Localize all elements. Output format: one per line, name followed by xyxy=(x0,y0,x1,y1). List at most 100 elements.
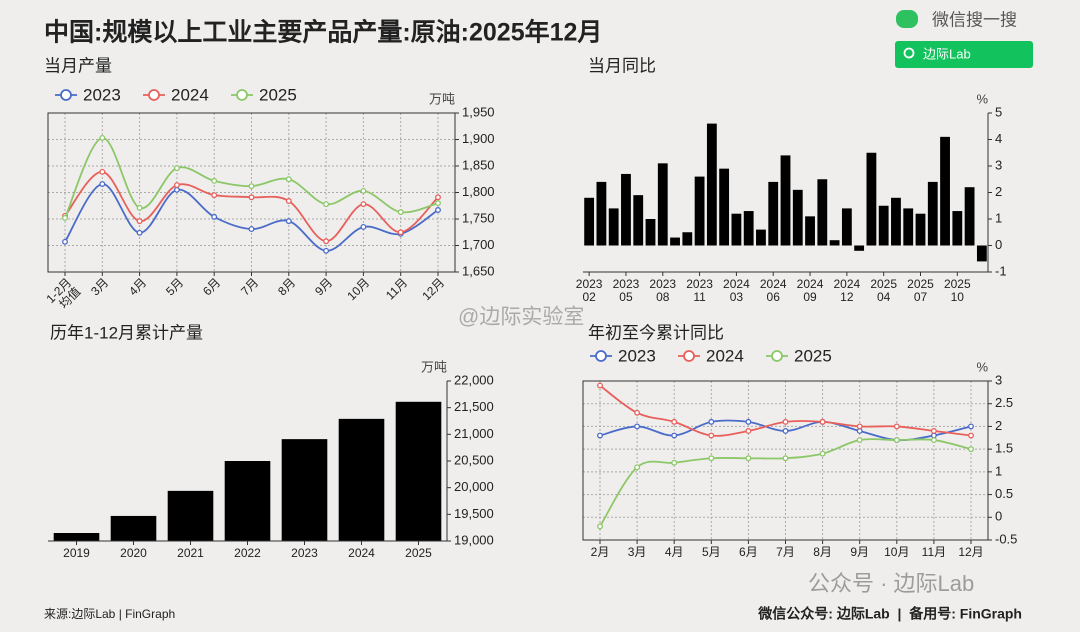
point xyxy=(136,218,143,225)
y-unit: 万吨 xyxy=(421,359,447,374)
point xyxy=(62,238,68,245)
bar xyxy=(645,219,656,246)
bar xyxy=(395,401,442,541)
y-tick-label: -1 xyxy=(995,263,1007,278)
point xyxy=(893,423,900,430)
point xyxy=(819,450,826,457)
y-tick-label: 2 xyxy=(995,418,1002,433)
point xyxy=(99,168,106,175)
point xyxy=(248,183,255,190)
page-title: 中国:规模以上工业主要产品产量:原油:2025年12月 xyxy=(44,18,602,47)
y-tick-label: 3 xyxy=(995,372,1002,387)
x-tick-label: 11月 xyxy=(921,545,947,559)
x-tick-label: 2019 xyxy=(63,546,90,560)
search-icon xyxy=(903,47,915,59)
x-tick-label: 2月 xyxy=(590,545,610,559)
x-tick-label: 2025 07 xyxy=(907,277,934,304)
line xyxy=(64,137,439,219)
y-unit: % xyxy=(976,91,988,106)
point xyxy=(285,218,292,225)
y-tick-label: 2 xyxy=(995,184,1002,199)
point xyxy=(597,432,603,439)
legend-label: 2023 xyxy=(618,346,656,365)
point xyxy=(397,209,404,216)
bar xyxy=(964,187,975,246)
y-tick-label: 0 xyxy=(995,509,1002,524)
legend-marker xyxy=(236,89,248,101)
point xyxy=(99,181,106,187)
x-tick-label: 2025 10 xyxy=(943,277,971,304)
point xyxy=(397,229,404,236)
bar xyxy=(167,490,214,541)
point xyxy=(968,423,974,430)
x-tick-label: 2021 xyxy=(177,546,204,560)
legend-label: 2024 xyxy=(706,346,744,365)
chart-title: 年初至今累计同比 xyxy=(588,323,724,342)
point xyxy=(968,446,974,453)
chart-title: 当月同比 xyxy=(588,56,656,75)
point xyxy=(856,437,863,444)
bar xyxy=(952,211,963,246)
bar xyxy=(866,152,877,246)
point xyxy=(597,523,603,530)
point xyxy=(323,201,330,208)
chart-title: 历年1-12月累计产量 xyxy=(50,323,203,342)
y-tick-label: 1,850 xyxy=(462,157,495,172)
y-tick-label: 1,700 xyxy=(462,237,495,252)
bar xyxy=(743,211,754,246)
chart-title: 当月产量 xyxy=(44,56,112,75)
point xyxy=(708,455,715,462)
bar xyxy=(756,229,766,246)
point xyxy=(211,192,218,199)
point xyxy=(745,428,752,434)
bar xyxy=(805,216,815,246)
legend-marker xyxy=(595,350,607,362)
point xyxy=(819,418,826,425)
y-tick-label: 1.5 xyxy=(995,441,1013,456)
y-tick-label: 1,750 xyxy=(462,210,495,225)
y-tick-label: 21,500 xyxy=(454,399,494,414)
bar xyxy=(976,245,987,262)
bar xyxy=(338,418,385,541)
point xyxy=(708,418,715,425)
bar xyxy=(694,176,705,246)
point xyxy=(360,187,367,194)
bar xyxy=(940,136,950,246)
x-tick-label: 2025 04 xyxy=(870,277,898,304)
point xyxy=(173,182,180,189)
y-unit: % xyxy=(976,359,988,374)
bar xyxy=(768,181,779,246)
point xyxy=(634,409,641,416)
legend-marker xyxy=(771,350,783,362)
legend-label: 2024 xyxy=(171,85,209,104)
y-tick-label: 1 xyxy=(995,210,1002,225)
bar xyxy=(792,189,803,246)
point xyxy=(435,194,441,201)
bar xyxy=(584,197,595,246)
wechat-icon xyxy=(896,10,918,28)
y-tick-label: 21,000 xyxy=(454,426,494,441)
bar xyxy=(621,173,631,246)
x-tick-label: 2023 08 xyxy=(649,277,677,304)
y-tick-label: 22,000 xyxy=(454,372,494,387)
bar xyxy=(224,461,271,541)
search-text[interactable]: 边际Lab xyxy=(923,46,971,61)
y-tick-label: 4 xyxy=(995,131,1002,146)
x-tick-label: 8月 xyxy=(813,545,832,559)
x-tick-label: 2024 12 xyxy=(833,277,861,304)
point xyxy=(435,207,441,213)
bar xyxy=(817,179,828,246)
bar xyxy=(915,213,926,246)
x-tick-label: 9月 xyxy=(850,545,870,559)
bar xyxy=(719,168,730,246)
bar xyxy=(903,208,914,246)
y-unit: 万吨 xyxy=(429,91,455,106)
y-tick-label: 20,000 xyxy=(454,479,494,494)
point xyxy=(782,428,789,434)
bar xyxy=(670,237,680,246)
point xyxy=(99,134,106,141)
bar xyxy=(608,208,619,246)
y-tick-label: 1,950 xyxy=(462,104,495,119)
search-box[interactable] xyxy=(895,41,1033,68)
